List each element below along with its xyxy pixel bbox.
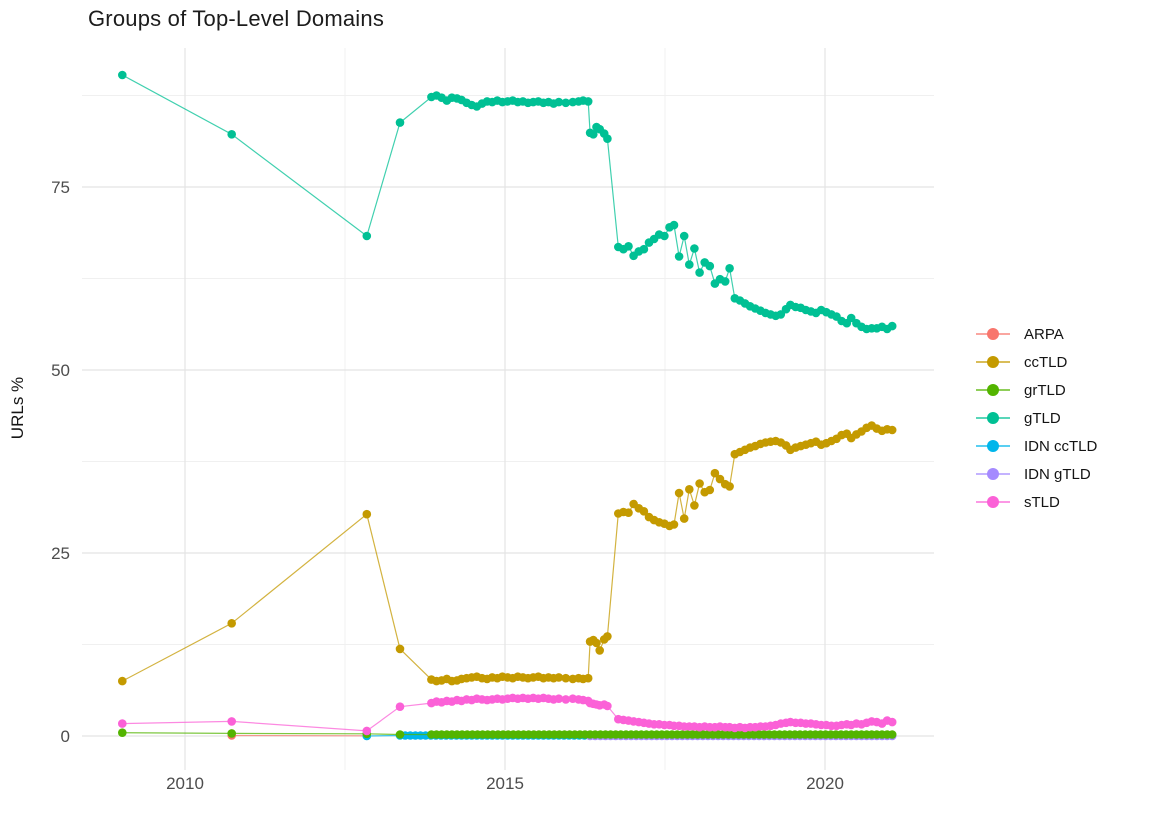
series-point-gtld: [624, 242, 633, 251]
series-point-gtld: [589, 130, 598, 139]
legend-key-dot: [987, 356, 999, 368]
series-point-cctld: [362, 509, 372, 519]
series-point-gtld: [554, 97, 564, 107]
legend-label: IDN gTLD: [1024, 465, 1091, 483]
legend-key-dot: [987, 440, 999, 452]
legend-item-idn-gtld: IDN gTLD: [976, 460, 1097, 488]
series-point-stld: [554, 694, 564, 703]
legend-key-icon: [976, 467, 1010, 481]
series-point-cctld: [679, 514, 689, 523]
x-tick-label: 2010: [166, 774, 204, 793]
series-point-cctld: [710, 468, 720, 478]
legend-item-cctld: ccTLD: [976, 348, 1097, 376]
series-point-gtld: [669, 220, 679, 230]
legend-key-dot: [987, 496, 999, 508]
series-point-cctld: [624, 508, 633, 517]
series-point-stld: [118, 719, 127, 728]
series-point-gtld: [725, 264, 734, 273]
legend-key-dot: [987, 468, 999, 480]
series-point-gtld: [679, 231, 689, 241]
legend-key-dot: [987, 412, 999, 424]
series-point-gtld: [561, 98, 571, 108]
legend-key-icon: [976, 355, 1010, 369]
series-point-cctld: [674, 488, 684, 498]
series-point-cctld: [685, 485, 694, 494]
series-point-cctld: [118, 676, 127, 686]
series-point-gtld: [695, 268, 704, 277]
y-tick-label: 0: [61, 727, 70, 746]
series-point-stld: [603, 701, 612, 711]
y-tick-label: 75: [51, 178, 70, 197]
series-point-stld: [395, 702, 405, 711]
series-point-cctld: [603, 632, 612, 641]
series-point-gtld: [685, 260, 694, 269]
series-point-stld: [362, 726, 372, 736]
y-tick-label: 50: [51, 361, 70, 380]
x-tick-label: 2020: [806, 774, 844, 793]
series-point-cctld: [639, 507, 649, 516]
series-point-grtld: [887, 730, 897, 739]
series-point-gtld: [776, 310, 786, 319]
legend-label: grTLD: [1024, 381, 1066, 399]
series-point-gtld: [603, 134, 612, 143]
series-point-gtld: [362, 231, 372, 241]
series-point-cctld: [395, 644, 405, 654]
series-line-gtld: [122, 74, 893, 330]
series-point-stld: [227, 717, 236, 726]
series-point-gtld: [705, 261, 715, 271]
series-point-gtld: [887, 321, 897, 331]
series-point-cctld: [690, 501, 699, 510]
series-point-gtld: [720, 277, 730, 286]
series-point-gtld: [690, 244, 699, 253]
series-point-cctld: [554, 673, 564, 682]
series-point-stld: [887, 717, 897, 727]
legend-key-icon: [976, 383, 1010, 397]
legend-label: sTLD: [1024, 493, 1060, 511]
series-point-cctld: [592, 638, 601, 648]
legend-label: ccTLD: [1024, 353, 1068, 371]
series-point-grtld: [395, 730, 405, 739]
series-point-cctld: [725, 482, 734, 491]
series-point-gtld: [674, 252, 684, 261]
series-point-cctld: [695, 479, 704, 488]
series-point-grtld: [118, 728, 127, 737]
legend-item-stld: sTLD: [976, 488, 1097, 516]
y-tick-label: 25: [51, 544, 70, 563]
series-point-gtld: [395, 118, 405, 127]
legend-item-arpa: ARPA: [976, 320, 1097, 348]
series-point-grtld: [227, 729, 236, 738]
series-point-gtld: [660, 231, 669, 241]
legend-key-icon: [976, 327, 1010, 341]
series-point-cctld: [561, 673, 571, 683]
series-point-stld: [561, 695, 571, 704]
legend-key-icon: [976, 411, 1010, 425]
series-point-cctld: [583, 673, 593, 683]
legend-label: gTLD: [1024, 409, 1061, 427]
series-point-gtld: [227, 130, 236, 139]
legend-key-dot: [987, 384, 999, 396]
legend-key-icon: [976, 495, 1010, 509]
series-point-cctld: [595, 646, 604, 655]
series-point-gtld: [118, 70, 127, 80]
series-point-cctld: [669, 520, 679, 529]
legend: ARPA ccTLD grTLD gTLD IDN ccTLD IDN gTLD sTLD: [976, 320, 1097, 516]
legend-item-idn-cctld: IDN ccTLD: [976, 432, 1097, 460]
chart-title: Groups of Top-Level Domains: [88, 6, 385, 31]
x-tick-label: 2015: [486, 774, 524, 793]
legend-label: ARPA: [1024, 325, 1064, 343]
legend-key-icon: [976, 439, 1010, 453]
legend-item-grtld: grTLD: [976, 376, 1097, 404]
series-point-gtld: [846, 313, 856, 323]
series-point-gtld: [583, 97, 593, 106]
series-point-cctld: [887, 425, 897, 435]
series-point-gtld: [639, 244, 649, 254]
series-point-cctld: [705, 485, 715, 495]
series-point-cctld: [227, 619, 236, 628]
legend-item-gtld: gTLD: [976, 404, 1097, 432]
legend-key-dot: [987, 328, 999, 340]
legend-label: IDN ccTLD: [1024, 437, 1098, 455]
